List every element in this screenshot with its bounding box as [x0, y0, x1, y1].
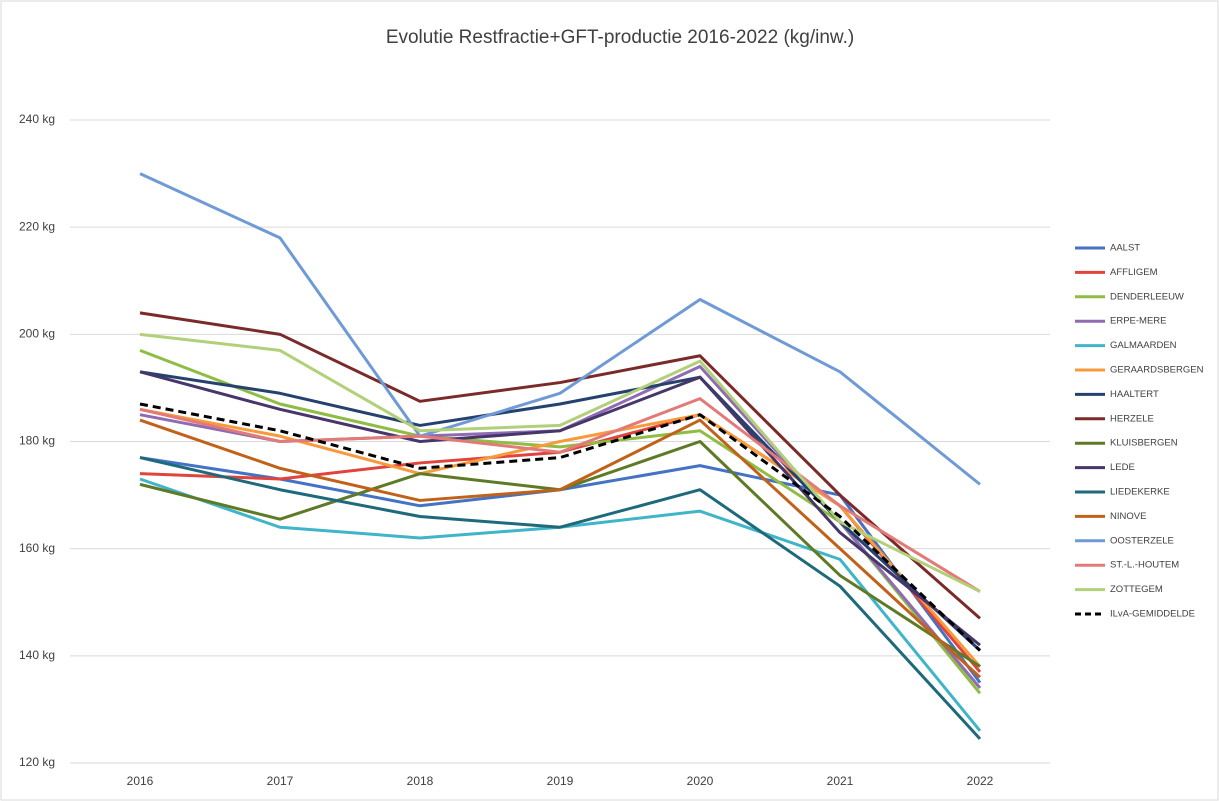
legend-label: HAALTERT — [1110, 389, 1159, 400]
y-tick-label: 240 kg — [19, 112, 55, 126]
legend-label: LEDE — [1110, 462, 1135, 473]
y-tick-label: 200 kg — [19, 327, 55, 341]
y-tick-label: 140 kg — [19, 648, 55, 662]
legend-label: AALST — [1110, 243, 1140, 254]
x-tick-label: 2016 — [127, 774, 154, 788]
y-tick-label: 160 kg — [19, 541, 55, 555]
x-tick-label: 2020 — [687, 774, 714, 788]
legend-label: AFFLIGEM — [1110, 267, 1158, 278]
series-line — [139, 370, 981, 647]
legend-label: ILvA-GEMIDDELDE — [1110, 609, 1195, 620]
legend-label: ZOTTEGEM — [1110, 584, 1163, 595]
legend-label: HERZELE — [1110, 413, 1154, 424]
series-line — [139, 402, 982, 652]
x-tick-label: 2017 — [267, 774, 294, 788]
y-tick-label: 220 kg — [19, 219, 55, 233]
chart-title: Evolutie Restfractie+GFT-productie 2016-… — [386, 27, 854, 48]
legend-label: LIEDEKERKE — [1110, 487, 1170, 498]
x-tick-label: 2022 — [967, 774, 994, 788]
x-tick-label: 2018 — [407, 774, 434, 788]
legend-label: OOSTERZELE — [1110, 535, 1174, 546]
series-line — [139, 397, 981, 593]
series-line — [139, 172, 981, 486]
x-tick-label: 2021 — [827, 774, 854, 788]
legend-label: NINOVE — [1110, 511, 1146, 522]
legend-label: ST.-L.-HOUTEM — [1110, 560, 1179, 571]
legend-label: GERAARDSBERGEN — [1110, 365, 1204, 376]
y-tick-label: 180 kg — [19, 434, 55, 448]
legend-label: DENDERLEEUW — [1110, 291, 1184, 302]
legend-label: KLUISBERGEN — [1110, 438, 1178, 449]
series-line — [139, 311, 981, 620]
x-tick-label: 2019 — [547, 774, 574, 788]
y-tick-label: 120 kg — [19, 755, 55, 769]
legend-label: ERPE-MERE — [1110, 316, 1166, 327]
series-line — [139, 332, 981, 593]
series-line — [139, 456, 982, 740]
legend-label: GALMAARDEN — [1110, 340, 1177, 351]
series-line — [139, 418, 982, 679]
